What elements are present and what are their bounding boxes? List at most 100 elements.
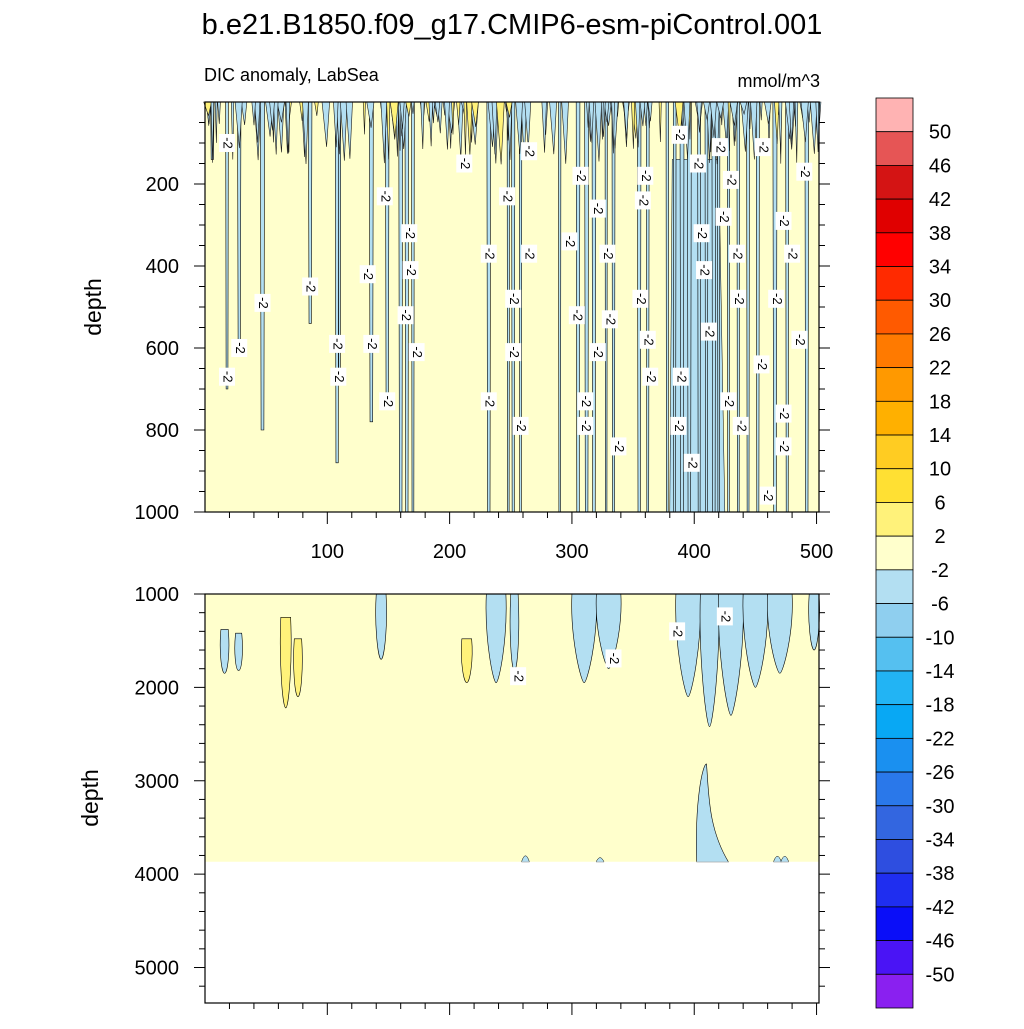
contour-label-box bbox=[671, 125, 688, 144]
contour-label: -2 bbox=[641, 334, 656, 346]
contour-label: -2 bbox=[601, 248, 616, 260]
contour-label-box bbox=[634, 191, 651, 210]
contour-label-box bbox=[669, 622, 686, 641]
colorbar: 50 46 42 38 34 30 26 22 18 14 10 6 2 -2 -6 -10 -14 -18 -22… bbox=[875, 97, 955, 1009]
positive-region bbox=[279, 617, 292, 709]
contour-label-box bbox=[359, 265, 376, 284]
contour-label: -2 bbox=[365, 338, 380, 350]
xtick-label: 300 bbox=[555, 541, 588, 563]
negative-region bbox=[219, 629, 230, 674]
contour-label-box bbox=[561, 232, 578, 251]
colorbar-swatch bbox=[875, 299, 914, 335]
negative-plume bbox=[486, 101, 491, 513]
contour-label-box bbox=[730, 289, 747, 308]
colorbar-label: 38 bbox=[929, 223, 951, 245]
colorbar-swatch bbox=[875, 266, 914, 301]
contour-label-box bbox=[254, 293, 271, 312]
negative-plume bbox=[369, 101, 374, 423]
colorbar-swatch bbox=[875, 603, 914, 638]
contour-label: -2 bbox=[734, 420, 749, 432]
negative-plume bbox=[717, 101, 721, 513]
contour-label: -2 bbox=[523, 145, 538, 157]
negative-region bbox=[742, 593, 769, 688]
bottom-panel-frame bbox=[204, 593, 820, 1004]
contour-label: -2 bbox=[361, 268, 376, 280]
colorbar-swatch bbox=[875, 737, 914, 773]
deep-negative-region bbox=[696, 763, 730, 863]
contour-label-box bbox=[363, 334, 380, 353]
contour-label: -2 bbox=[731, 248, 746, 260]
negative-plume bbox=[727, 101, 730, 513]
contour-label: -2 bbox=[403, 227, 418, 239]
contour-label-box bbox=[775, 404, 792, 423]
contour-label: -2 bbox=[612, 441, 627, 453]
contour-label: -2 bbox=[399, 309, 414, 321]
colorbar-swatch bbox=[875, 973, 914, 1009]
contour-label-box bbox=[693, 224, 710, 243]
colorbar-swatch bbox=[875, 232, 914, 267]
contour-label-box bbox=[670, 416, 687, 435]
negative-plume bbox=[672, 101, 677, 513]
colorbar-label: 50 bbox=[929, 122, 951, 144]
contour-label-box bbox=[689, 154, 706, 173]
contour-label: -2 bbox=[256, 297, 271, 309]
colorbar-label: 46 bbox=[929, 155, 951, 177]
positive-region bbox=[293, 638, 303, 698]
contour-label: -2 bbox=[777, 441, 792, 453]
contour-label-box bbox=[577, 416, 594, 435]
contour-label-box bbox=[775, 211, 792, 230]
ytick-label: 800 bbox=[146, 420, 179, 442]
colorbar-label: -18 bbox=[926, 695, 955, 717]
ytick-label: 1000 bbox=[135, 584, 180, 606]
xtick-label: 500 bbox=[800, 541, 833, 563]
contour-label: -2 bbox=[381, 396, 396, 408]
contour-label: -2 bbox=[591, 346, 606, 358]
contour-label: -2 bbox=[482, 396, 497, 408]
ytick-label: 200 bbox=[146, 174, 179, 196]
contour-label-box bbox=[376, 187, 393, 206]
colorbar-label: 22 bbox=[929, 358, 951, 380]
contour-label: -2 bbox=[523, 248, 538, 260]
negative-region bbox=[767, 593, 793, 674]
contour-label: -2 bbox=[607, 653, 622, 665]
contour-label: -2 bbox=[221, 137, 236, 149]
contour-label: -2 bbox=[777, 408, 792, 420]
contour-label: -2 bbox=[579, 420, 594, 432]
colorbar-label: -50 bbox=[926, 964, 955, 986]
colorbar-swatch bbox=[875, 333, 914, 369]
contour-label-box bbox=[302, 277, 319, 296]
contour-label-box bbox=[672, 367, 689, 386]
contour-label-box bbox=[711, 138, 728, 157]
contour-label-box bbox=[480, 244, 497, 263]
contour-label-box bbox=[716, 607, 733, 626]
contour-label-box bbox=[499, 187, 516, 206]
contour-label: -2 bbox=[501, 191, 516, 203]
colorbar-label: -34 bbox=[926, 829, 955, 851]
negative-plume bbox=[665, 101, 669, 513]
contour-label: -2 bbox=[786, 248, 801, 260]
contour-label: -2 bbox=[722, 396, 737, 408]
contour-label: -2 bbox=[331, 338, 346, 350]
contour-label: -2 bbox=[732, 293, 747, 305]
colorbar-label: -2 bbox=[931, 560, 949, 582]
colorbar-label: 10 bbox=[929, 459, 951, 481]
contour-label-box bbox=[329, 334, 346, 353]
contour-label: -2 bbox=[603, 314, 618, 326]
negative-region bbox=[375, 593, 387, 660]
ytick-label: 5000 bbox=[135, 958, 180, 980]
contour-label-box bbox=[402, 261, 419, 280]
contour-label-box bbox=[753, 355, 770, 374]
contour-label-box bbox=[219, 367, 236, 386]
contour-label-box bbox=[605, 649, 622, 668]
contour-label: -2 bbox=[563, 236, 578, 248]
contour-label: -2 bbox=[724, 174, 739, 186]
contour-label-box bbox=[577, 392, 594, 411]
colorbar-label: 34 bbox=[929, 257, 951, 279]
contour-label-box bbox=[397, 306, 414, 325]
colorbar-swatch bbox=[875, 805, 914, 840]
colorbar-label: 18 bbox=[929, 391, 951, 413]
contour-label-box bbox=[480, 392, 497, 411]
contour-label: -2 bbox=[698, 264, 713, 276]
colorbar-swatch bbox=[875, 771, 914, 807]
